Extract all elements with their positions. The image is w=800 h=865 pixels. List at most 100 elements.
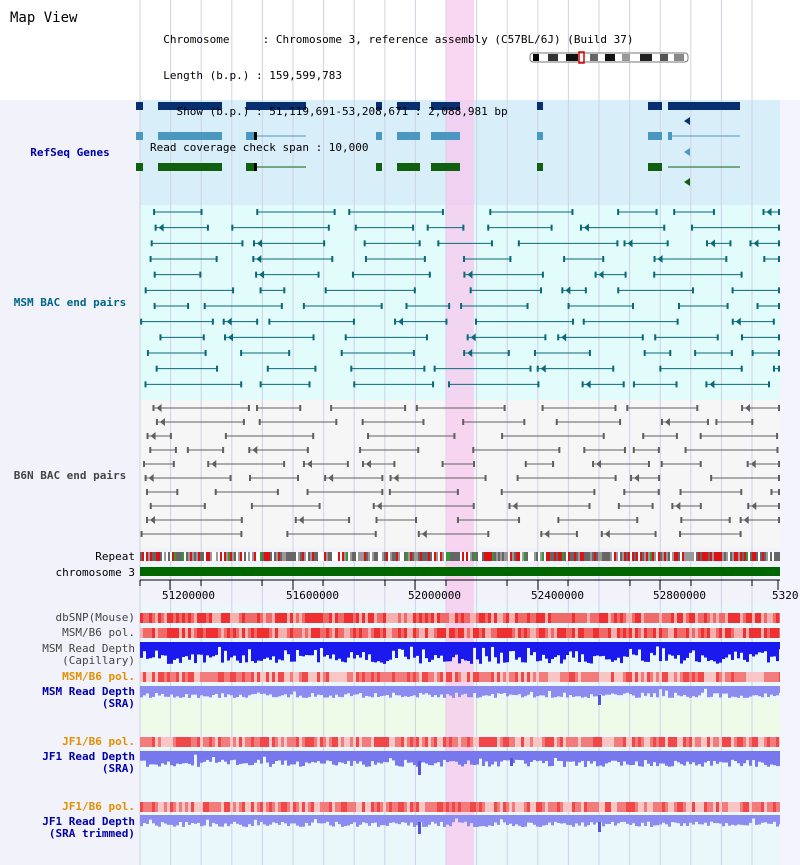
gene-exon	[537, 132, 543, 140]
polymorphism-mark	[593, 802, 596, 812]
repeat-mark	[584, 552, 586, 561]
repeat-mark	[396, 552, 398, 561]
read-depth-bar	[689, 815, 692, 823]
polymorphism-mark	[776, 672, 779, 682]
read-depth-bar	[695, 686, 698, 698]
polymorphism-mark	[383, 802, 386, 812]
repeat-mark	[512, 552, 514, 561]
polymorphism-mark	[686, 613, 689, 623]
read-depth-bar	[452, 686, 455, 698]
polymorphism-mark	[422, 802, 425, 812]
bac-end	[363, 240, 366, 247]
repeat-mark	[238, 552, 240, 561]
polymorphism-mark	[179, 628, 182, 638]
polymorphism-mark	[329, 628, 332, 638]
repeat-mark	[566, 552, 568, 561]
read-depth-bar	[296, 686, 299, 698]
read-depth-bar	[539, 686, 542, 696]
read-depth-bar	[377, 815, 380, 827]
read-depth-bar	[650, 686, 653, 698]
read-depth-bar	[365, 815, 368, 824]
polymorphism-mark	[731, 613, 734, 623]
polymorphism-mark	[689, 802, 692, 812]
polymorphism-mark	[569, 737, 572, 747]
polymorphism-mark	[518, 737, 521, 747]
bac-end	[567, 303, 570, 309]
repeat-mark	[568, 552, 570, 561]
polymorphism-mark	[149, 737, 152, 747]
read-depth-bar	[224, 815, 227, 824]
read-depth-bar	[419, 751, 422, 763]
bac-end	[658, 475, 661, 481]
read-depth-bar	[251, 751, 254, 766]
read-depth-bar	[527, 815, 530, 823]
read-depth-bar	[182, 815, 185, 827]
polymorphism-mark	[374, 802, 377, 812]
polymorphism-mark	[413, 628, 416, 638]
polymorphism-mark	[677, 802, 680, 812]
polymorphism-mark	[416, 672, 419, 682]
repeat-mark	[654, 552, 656, 561]
read-depth-bar	[431, 686, 434, 697]
repeat-mark	[538, 552, 540, 561]
polymorphism-mark	[182, 802, 185, 812]
bac-end	[583, 447, 586, 453]
polymorphism-mark	[641, 672, 644, 682]
polymorphism-mark	[641, 737, 644, 747]
polymorphism-mark	[671, 737, 674, 747]
read-depth-bar	[362, 751, 365, 765]
polymorphism-mark	[776, 802, 779, 812]
polymorphism-mark	[353, 737, 356, 747]
read-depth-bar	[359, 642, 362, 658]
repeat-mark	[210, 552, 212, 561]
gene-exon	[246, 102, 306, 110]
polymorphism-mark	[551, 737, 554, 747]
read-depth-bar	[623, 642, 626, 657]
polymorphism-mark	[389, 628, 392, 638]
polymorphism-mark	[578, 672, 581, 682]
polymorphism-mark	[407, 613, 410, 623]
read-depth-bar	[680, 686, 683, 697]
read-depth-bar	[482, 642, 485, 648]
read-depth-bar	[422, 751, 425, 763]
repeat-mark	[702, 552, 704, 561]
bac-end	[462, 419, 465, 425]
polymorphism-mark	[515, 613, 518, 623]
bac-arrow	[211, 460, 217, 468]
read-depth-bar	[551, 751, 554, 766]
polymorphism-mark	[467, 628, 470, 638]
bac-arrow	[256, 239, 262, 248]
repeat-mark	[410, 552, 412, 561]
bac-end	[614, 405, 617, 411]
polymorphism-mark	[440, 672, 443, 682]
polymorphism-mark	[725, 802, 728, 812]
read-depth-bar	[257, 815, 260, 826]
bac-arrow	[657, 255, 663, 263]
polymorphism-mark	[470, 737, 473, 747]
repeat-mark	[320, 552, 322, 561]
repeat-mark	[382, 552, 384, 561]
polymorphism-mark	[446, 672, 449, 682]
polymorphism-mark	[602, 628, 605, 638]
read-depth-bar	[527, 751, 530, 767]
read-depth-bar	[515, 815, 518, 825]
read-depth-bar	[491, 815, 494, 827]
polymorphism-mark	[299, 802, 302, 812]
polymorphism-mark	[362, 737, 365, 747]
polymorphism-mark	[314, 802, 317, 812]
read-depth-bar	[740, 642, 743, 653]
read-depth-bar	[284, 642, 287, 651]
bac-arrow	[743, 516, 749, 524]
polymorphism-mark	[368, 672, 371, 682]
read-depth-bar	[353, 642, 356, 659]
polymorphism-mark	[707, 613, 710, 623]
polymorphism-mark	[476, 802, 479, 812]
read-depth-bar	[278, 642, 281, 660]
polymorphism-mark	[173, 672, 176, 682]
repeat-mark	[240, 552, 242, 561]
read-depth-bar	[419, 642, 422, 664]
read-depth-bar	[743, 815, 746, 826]
bac-end	[663, 224, 666, 231]
read-depth-bar	[695, 642, 698, 662]
